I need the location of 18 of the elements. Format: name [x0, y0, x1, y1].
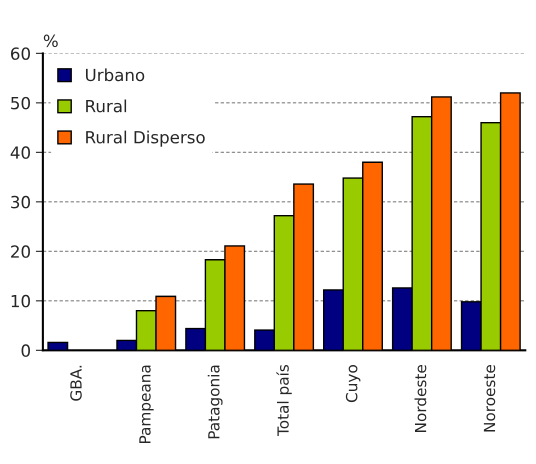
- y-tick-label: 30: [11, 196, 30, 208]
- x-tick-label: Total país: [276, 364, 292, 436]
- y-tick-label: 40: [10, 146, 30, 159]
- x-tick-label: Patagonia: [208, 366, 223, 438]
- y-axis-title: %: [44, 34, 58, 48]
- y-tick-label: 10: [12, 294, 30, 308]
- y-tick-label: 50: [11, 96, 30, 110]
- legend-label: Urbano: [86, 68, 144, 82]
- x-tick-label: Pampeana: [139, 366, 154, 443]
- legend-label: Rural Disperso: [86, 130, 205, 147]
- x-tick-label: GBA.: [70, 366, 82, 401]
- x-tick-label: Cuyo: [346, 365, 360, 402]
- y-tick-label: 60: [11, 47, 30, 60]
- y-tick-label: 0: [22, 344, 30, 357]
- x-tick-label: Noroeste: [484, 365, 496, 432]
- legend-label: Rural: [86, 99, 126, 112]
- x-tick-label: Nordeste: [414, 365, 426, 432]
- y-tick-label: 20: [11, 245, 30, 258]
